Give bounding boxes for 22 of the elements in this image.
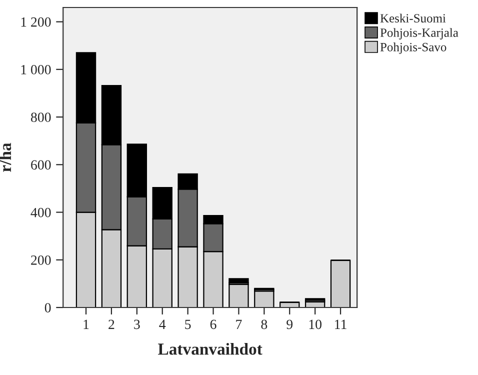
x-tick-label: 1	[84, 320, 89, 329]
y-tick-label: 1 000	[21, 64, 51, 74]
x-tick-label: 11	[335, 320, 346, 329]
x-tick-label: 6	[210, 320, 216, 330]
x-axis-title: Latvanvaihdot	[158, 343, 262, 355]
x-tick-label: 5	[185, 320, 191, 330]
x-tick-label: 4	[159, 320, 166, 329]
x-tick-label: 8	[261, 320, 268, 330]
y-tick-label: 200	[31, 255, 51, 265]
y-tick-label: 800	[30, 112, 51, 122]
y-tick-label: 400	[30, 208, 51, 218]
x-tick-label: 2	[108, 320, 114, 329]
x-tick-label: 3	[134, 320, 140, 330]
legend-label: Pohjois-Savo	[380, 42, 446, 54]
x-tick-label: 10	[309, 320, 322, 330]
x-tick-label: 9	[286, 320, 293, 330]
y-tick-label: 1 200	[21, 17, 51, 27]
x-tick-label: 7	[236, 320, 242, 329]
legend-label: Pohjois-Karjala	[380, 28, 458, 40]
y-tick-label: 0	[44, 303, 51, 312]
legend-label: Keski-Suomi	[380, 14, 446, 22]
y-tick-label: 600	[31, 160, 51, 170]
